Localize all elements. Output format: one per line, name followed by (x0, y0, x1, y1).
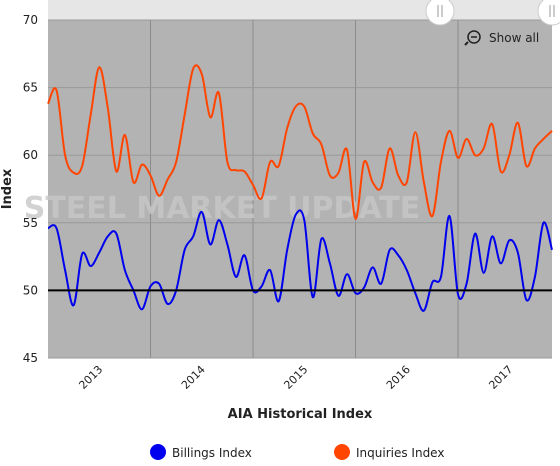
plot-area (48, 20, 552, 358)
y-axis-title: Index (0, 168, 15, 209)
show-all-button[interactable]: Show all (464, 30, 539, 46)
y-tick-label: 50 (23, 283, 38, 297)
x-tick-label: 2015 (281, 363, 310, 392)
legend-label: Inquiries Index (356, 446, 444, 460)
x-tick-label: 2016 (384, 363, 413, 392)
y-tick-label: 60 (23, 148, 38, 162)
navigator-handle[interactable] (537, 0, 560, 26)
navigator (48, 0, 552, 20)
legend-marker (334, 444, 350, 460)
navigator-handle[interactable] (425, 0, 455, 26)
y-tick-label: 55 (23, 216, 38, 230)
y-tick-label: 70 (23, 13, 38, 27)
legend-label: Billings Index (172, 446, 252, 460)
legend-marker (150, 444, 166, 460)
series-line (47, 64, 553, 220)
show-all-label[interactable]: Show all (489, 31, 539, 45)
x-tick-label: 2014 (179, 363, 208, 392)
x-axis-title: AIA Historical Index (228, 407, 373, 422)
y-tick-label: 65 (23, 81, 38, 95)
x-tick-label: 2017 (486, 363, 515, 392)
y-tick-label: 45 (23, 351, 38, 365)
watermark: STEEL MARKET UPDATE (24, 191, 421, 226)
x-tick-label: 2013 (76, 363, 105, 392)
